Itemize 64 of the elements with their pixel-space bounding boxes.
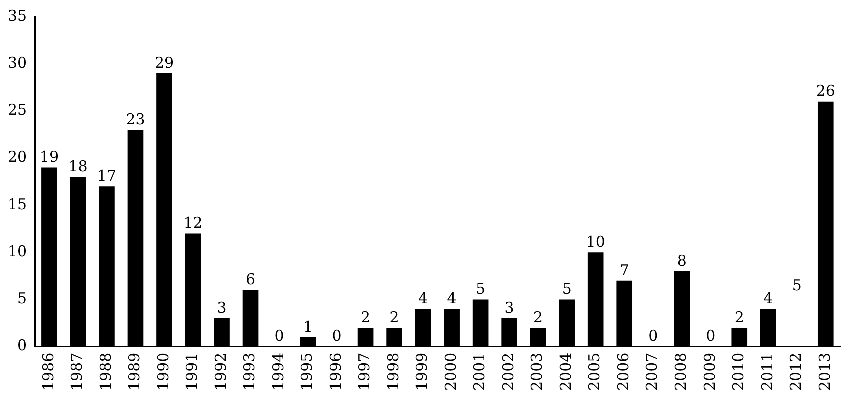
data-label: 4 xyxy=(418,290,428,308)
data-label: 5 xyxy=(476,280,486,298)
x-tick-label: 2003 xyxy=(528,352,546,392)
data-label: 12 xyxy=(184,214,203,232)
data-label: 23 xyxy=(126,110,146,128)
data-label: 17 xyxy=(97,167,117,186)
data-label: 2 xyxy=(390,308,400,326)
x-tick-label: 2010 xyxy=(730,352,748,392)
x-tick-label: 1988 xyxy=(96,352,115,392)
data-label: 0 xyxy=(332,327,342,346)
data-label: 10 xyxy=(586,232,606,251)
data-label: 2 xyxy=(534,308,544,326)
y-tick-label: 15 xyxy=(8,195,28,214)
annotation: 5 xyxy=(792,276,802,294)
data-label: 0 xyxy=(274,327,284,346)
x-tick-label: 1996 xyxy=(326,352,345,392)
x-tick-label: 1993 xyxy=(240,352,259,392)
x-tick-label: 1994 xyxy=(269,352,288,392)
x-tick-label: 2009 xyxy=(700,352,719,392)
x-tick-label: 2004 xyxy=(556,352,575,392)
x-tick-label: 1998 xyxy=(384,352,402,392)
x-tick-label: 1991 xyxy=(183,352,202,392)
x-tick-label: 1987 xyxy=(68,352,86,392)
y-tick-label: 10 xyxy=(8,242,28,260)
data-label: 0 xyxy=(648,327,658,346)
x-tick-label: 1992 xyxy=(212,352,230,392)
x-tick-label: 2002 xyxy=(499,352,518,392)
data-label: 4 xyxy=(447,290,457,308)
x-tick-label: 2013 xyxy=(816,352,834,392)
data-label: 8 xyxy=(677,252,687,270)
x-tick-label: 2005 xyxy=(586,352,604,392)
y-tick-label: 30 xyxy=(8,54,28,72)
data-label: 4 xyxy=(764,290,774,308)
x-tick-label: 2001 xyxy=(470,352,489,392)
x-tick-label: 2000 xyxy=(442,352,460,392)
y-tick-label: 25 xyxy=(8,101,28,120)
y-tick-label: 5 xyxy=(18,290,28,308)
data-label: 6 xyxy=(246,270,256,289)
x-tick-label: 1995 xyxy=(298,352,316,392)
data-label: 5 xyxy=(562,280,572,298)
data-label: 26 xyxy=(816,82,836,100)
x-tick-label: 2012 xyxy=(787,352,806,392)
x-tick-label: 1997 xyxy=(356,352,374,392)
x-tick-label: 2011 xyxy=(758,352,776,392)
x-tick-label: 2006 xyxy=(614,352,632,392)
x-tick-label: 1986 xyxy=(39,352,58,392)
data-label: 0 xyxy=(706,327,716,346)
y-tick-label: 20 xyxy=(8,148,28,166)
data-label: 2 xyxy=(734,308,744,326)
x-tick-label: 2007 xyxy=(643,352,662,392)
x-tick-label: 2008 xyxy=(672,352,690,392)
data-label: 3 xyxy=(217,298,227,317)
y-tick-label: 35 xyxy=(8,6,28,25)
data-label: 19 xyxy=(40,148,60,166)
data-label: 1 xyxy=(304,318,314,336)
x-tick-label: 1989 xyxy=(126,352,144,392)
x-tick-label: 1999 xyxy=(413,352,432,392)
data-label: 3 xyxy=(504,298,514,317)
y-tick-label: 0 xyxy=(18,336,28,355)
x-tick-label: 1990 xyxy=(154,352,172,392)
data-label: 7 xyxy=(620,261,630,280)
data-label: 2 xyxy=(361,308,371,326)
data-label: 29 xyxy=(154,54,174,72)
data-label: 18 xyxy=(68,158,88,176)
